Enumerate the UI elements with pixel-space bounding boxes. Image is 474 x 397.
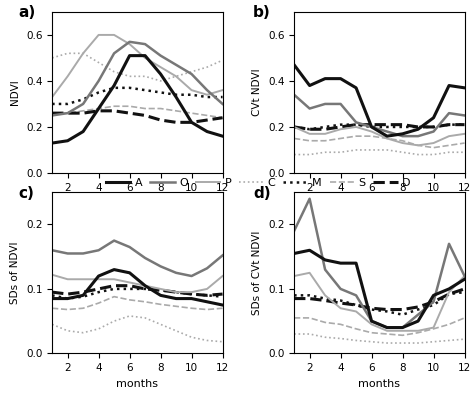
Legend: A, O, P, C, M, S, D: A, O, P, C, M, S, D [106, 177, 411, 188]
Y-axis label: SDs of NDVI: SDs of NDVI [10, 241, 20, 304]
X-axis label: months: months [116, 379, 158, 389]
Text: b): b) [253, 6, 271, 21]
Y-axis label: SDs of CVt NDVI: SDs of CVt NDVI [252, 231, 262, 315]
Text: c): c) [18, 186, 34, 201]
Text: a): a) [18, 6, 35, 21]
Y-axis label: NDVI: NDVI [10, 79, 20, 105]
Text: d): d) [253, 186, 271, 201]
Y-axis label: CVt NDVI: CVt NDVI [252, 69, 262, 116]
X-axis label: months: months [358, 379, 401, 389]
